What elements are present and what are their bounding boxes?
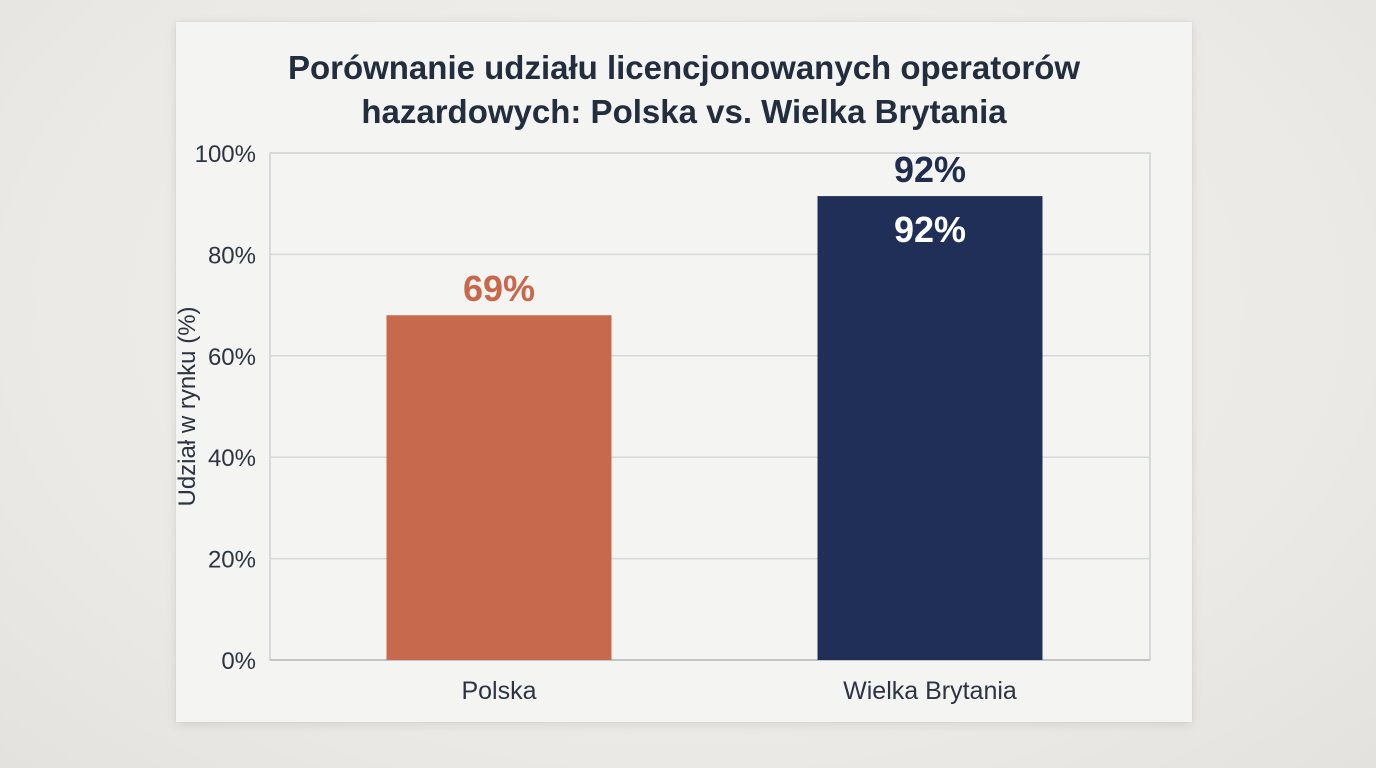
bar-1	[817, 196, 1043, 660]
chart-title-line-1: Porównanie udziału licencjonowanych oper…	[287, 49, 1081, 86]
bar-0	[386, 315, 612, 660]
y-tick-label: 0%	[221, 648, 256, 675]
chart-card: Porównanie udziału licencjonowanych oper…	[176, 22, 1192, 722]
inner-label-1: 92%	[894, 209, 966, 250]
x-tick-label-1: Wielka Brytania	[843, 677, 1017, 705]
y-tick-label: 80%	[208, 242, 256, 269]
data-label-0: 69%	[463, 268, 535, 309]
chart-title-line-2: hazardowych: Polska vs. Wielka Brytania	[361, 93, 1007, 130]
y-tick-label: 40%	[208, 445, 256, 472]
x-tick-label-0: Polska	[461, 677, 536, 705]
y-axis-label: Udział w rynku (%)	[176, 306, 201, 506]
y-tick-label: 60%	[208, 344, 256, 371]
chart-title: Porównanie udziału licencjonowanych oper…	[176, 46, 1192, 134]
y-tick-label: 20%	[208, 547, 256, 574]
bar-chart: 0% 20% 40% 60% 80% 100% Udział w rynku (%) 69% P…	[176, 141, 1151, 705]
data-label-1: 92%	[894, 149, 966, 190]
y-tick-label: 100%	[195, 141, 256, 168]
